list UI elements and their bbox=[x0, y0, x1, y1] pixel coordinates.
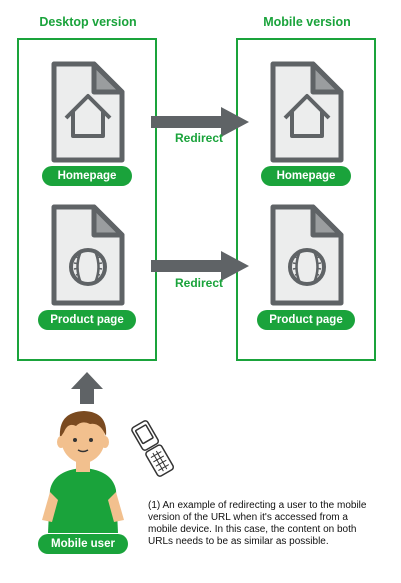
redirect-arrow-top bbox=[151, 107, 249, 137]
redirect-label-top: Redirect bbox=[174, 131, 224, 145]
mobile-homepage-label: Homepage bbox=[261, 166, 351, 186]
desktop-homepage-label: Homepage bbox=[42, 166, 132, 186]
mobile-product-label: Product page bbox=[257, 310, 355, 330]
mobile-product-document-icon bbox=[271, 205, 343, 305]
redirect-arrow-bottom bbox=[151, 251, 249, 281]
caption: (1) An example of redirecting a user to … bbox=[148, 500, 367, 547]
mobile-homepage-document-icon bbox=[271, 62, 343, 162]
up-arrow bbox=[71, 372, 103, 404]
desktop-version-title: Desktop version bbox=[39, 15, 137, 29]
desktop-homepage-document-icon bbox=[52, 62, 124, 162]
redirect-label-bottom: Redirect bbox=[174, 276, 224, 290]
mobile-user-figure bbox=[42, 411, 124, 533]
desktop-product-document-icon bbox=[52, 205, 124, 305]
mobile-user-label: Mobile user bbox=[38, 534, 128, 554]
mobile-version-title: Mobile version bbox=[263, 15, 351, 29]
desktop-product-label: Product page bbox=[38, 310, 136, 330]
flip-phone-icon bbox=[131, 420, 175, 477]
